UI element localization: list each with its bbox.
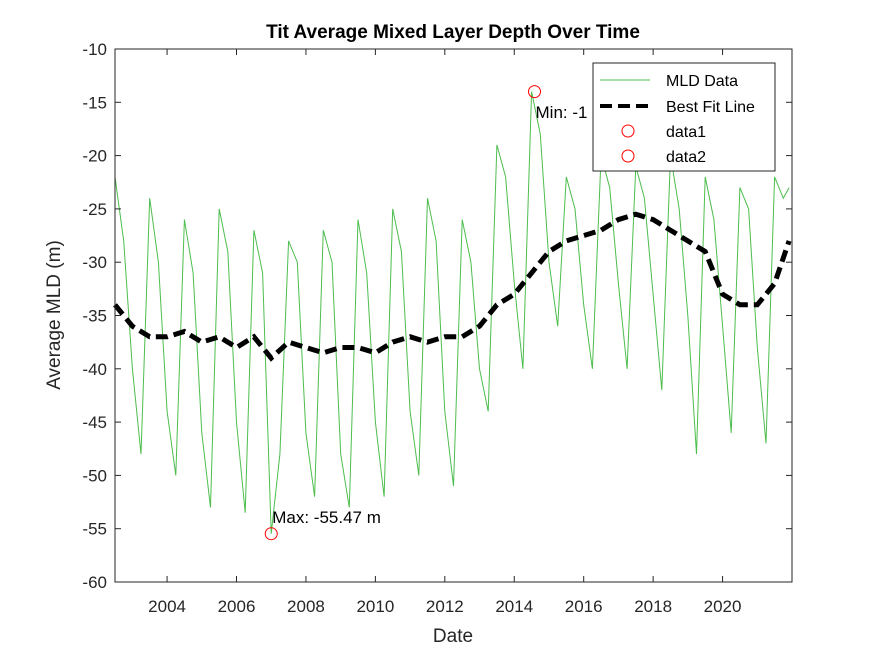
- x-tick-label: 2020: [704, 597, 742, 616]
- y-tick-label: -60: [82, 573, 107, 592]
- x-axis-label: Date: [433, 626, 473, 647]
- annotation-text: Max: -55.47 m: [272, 508, 381, 527]
- marker-data1: [528, 85, 542, 99]
- y-tick-label: -40: [82, 360, 107, 379]
- x-tick-label: 2010: [356, 597, 394, 616]
- marker-layer: [264, 85, 542, 541]
- chart-title: Tit Average Mixed Layer Depth Over Time: [266, 22, 640, 43]
- y-tick-label: -55: [82, 520, 107, 539]
- legend: MLD Data Best Fit Line data1 data2: [592, 62, 776, 172]
- marker-data2: [264, 527, 278, 541]
- x-tick-label: 2014: [495, 597, 533, 616]
- legend-label-data1: data1: [666, 124, 706, 141]
- series-line-best-fit-line: [113, 211, 792, 362]
- x-tick-label: 2006: [218, 597, 256, 616]
- annotation-text: Min: -1: [536, 103, 588, 122]
- x-axis-ticks: 2004 2006 2008 2010 2012 2014 2016 2018 2020: [148, 49, 741, 616]
- legend-swatch-data1: [621, 124, 635, 138]
- x-tick-label: 2008: [287, 597, 325, 616]
- x-tick-label: 2018: [634, 597, 672, 616]
- y-axis-label: Average MLD (m): [44, 240, 65, 390]
- y-tick-label: -30: [82, 253, 107, 272]
- y-tick-label: -10: [82, 40, 107, 59]
- x-tick-label: 2012: [426, 597, 464, 616]
- y-tick-label: -20: [82, 147, 107, 166]
- x-tick-label: 2004: [148, 597, 186, 616]
- y-tick-label: -35: [82, 307, 107, 326]
- annotation-layer: Min: -1 Max: -55.47 m: [272, 103, 587, 527]
- y-tick-label: -50: [82, 466, 107, 485]
- legend-label-data2: data2: [666, 149, 706, 166]
- y-tick-label: -25: [82, 200, 107, 219]
- legend-label-best-fit-line: Best Fit Line: [666, 99, 755, 116]
- legend-swatch-data2: [621, 149, 635, 163]
- y-tick-label: -45: [82, 413, 107, 432]
- series-line-mld-data: [114, 91, 790, 534]
- legend-label-mld-data: MLD Data: [666, 73, 738, 90]
- x-tick-label: 2016: [565, 597, 603, 616]
- y-tick-label: -15: [82, 93, 107, 112]
- series-layer: [113, 91, 792, 534]
- y-axis-ticks: -10 -15 -20 -25 -30 -35 -40 -45 -50 -55 -60: [82, 40, 792, 592]
